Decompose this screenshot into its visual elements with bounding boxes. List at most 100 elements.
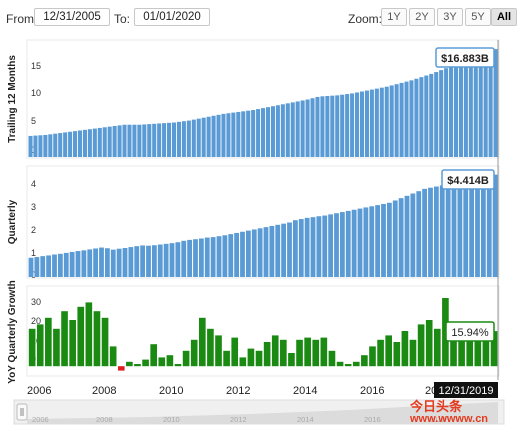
- bar[interactable]: [132, 124, 137, 157]
- bar[interactable]: [152, 123, 157, 157]
- bar[interactable]: [458, 337, 465, 367]
- bar[interactable]: [216, 236, 222, 277]
- bar[interactable]: [142, 124, 147, 157]
- bar[interactable]: [419, 77, 424, 157]
- bar[interactable]: [166, 355, 174, 367]
- bar[interactable]: [187, 239, 193, 277]
- bar[interactable]: [85, 302, 93, 367]
- bar[interactable]: [99, 247, 104, 277]
- bar[interactable]: [352, 361, 360, 367]
- bar[interactable]: [157, 123, 162, 157]
- bar[interactable]: [68, 131, 73, 157]
- bar[interactable]: [424, 75, 429, 157]
- bar[interactable]: [288, 353, 295, 367]
- bar[interactable]: [422, 188, 428, 277]
- bar[interactable]: [110, 249, 116, 277]
- bar[interactable]: [409, 339, 417, 367]
- bar[interactable]: [167, 122, 172, 157]
- bar[interactable]: [245, 230, 251, 277]
- bar[interactable]: [28, 328, 36, 367]
- bar[interactable]: [433, 328, 441, 367]
- bar[interactable]: [350, 93, 355, 157]
- bar[interactable]: [38, 135, 43, 157]
- bar[interactable]: [117, 125, 122, 158]
- bar[interactable]: [69, 320, 76, 367]
- bar[interactable]: [269, 225, 275, 277]
- bar[interactable]: [102, 127, 107, 157]
- bar[interactable]: [182, 350, 190, 367]
- bar[interactable]: [292, 220, 298, 277]
- bar[interactable]: [290, 102, 295, 158]
- bar[interactable]: [34, 257, 40, 277]
- bar[interactable]: [223, 350, 230, 367]
- bar[interactable]: [488, 50, 493, 157]
- zoom-1y-button[interactable]: 1Y: [381, 8, 407, 26]
- bar[interactable]: [433, 186, 439, 277]
- bar[interactable]: [463, 60, 468, 157]
- bar[interactable]: [77, 130, 83, 157]
- bar[interactable]: [53, 133, 58, 157]
- bar[interactable]: [257, 228, 263, 277]
- bar[interactable]: [53, 328, 60, 367]
- bar[interactable]: [236, 111, 241, 157]
- bar[interactable]: [147, 124, 152, 157]
- bar[interactable]: [330, 95, 335, 157]
- bar[interactable]: [211, 115, 216, 157]
- bar[interactable]: [87, 249, 93, 277]
- zoom-5y-button[interactable]: 5Y: [465, 8, 491, 26]
- bar[interactable]: [457, 181, 463, 277]
- bar[interactable]: [490, 331, 498, 367]
- bar[interactable]: [475, 178, 480, 277]
- bar[interactable]: [137, 124, 142, 157]
- bar[interactable]: [453, 64, 459, 157]
- bar[interactable]: [52, 254, 57, 278]
- bar[interactable]: [363, 207, 369, 277]
- bar[interactable]: [215, 335, 222, 367]
- bar[interactable]: [410, 193, 416, 277]
- bar[interactable]: [261, 108, 266, 158]
- bar[interactable]: [270, 106, 275, 157]
- bar[interactable]: [122, 248, 128, 277]
- bar[interactable]: [316, 216, 322, 277]
- bar[interactable]: [92, 128, 97, 157]
- bar[interactable]: [312, 339, 320, 367]
- bar[interactable]: [275, 105, 280, 157]
- bar[interactable]: [404, 81, 409, 157]
- bar[interactable]: [344, 364, 352, 367]
- bar[interactable]: [345, 94, 350, 157]
- bar[interactable]: [241, 111, 246, 157]
- bar[interactable]: [389, 85, 394, 157]
- bar[interactable]: [82, 129, 87, 157]
- bar[interactable]: [206, 116, 211, 157]
- bar[interactable]: [201, 117, 206, 157]
- bar[interactable]: [116, 248, 122, 277]
- bar[interactable]: [414, 78, 419, 157]
- bar[interactable]: [473, 56, 478, 157]
- bar[interactable]: [280, 104, 285, 157]
- bar[interactable]: [320, 96, 325, 157]
- bar[interactable]: [393, 342, 401, 367]
- bar[interactable]: [398, 198, 404, 277]
- bar[interactable]: [298, 219, 304, 277]
- bar[interactable]: [361, 355, 368, 367]
- bar[interactable]: [163, 243, 169, 277]
- bar[interactable]: [417, 324, 425, 367]
- bar[interactable]: [386, 202, 392, 277]
- bar[interactable]: [428, 187, 433, 277]
- bar[interactable]: [75, 251, 81, 277]
- bar[interactable]: [401, 331, 409, 367]
- bar[interactable]: [416, 191, 422, 277]
- bar[interactable]: [28, 135, 33, 157]
- bar[interactable]: [181, 240, 187, 277]
- bar[interactable]: [384, 86, 389, 157]
- bar[interactable]: [275, 224, 281, 277]
- bar[interactable]: [134, 364, 141, 367]
- bar[interactable]: [374, 88, 379, 157]
- bar[interactable]: [190, 339, 198, 367]
- bar[interactable]: [169, 243, 175, 277]
- bar[interactable]: [162, 123, 167, 157]
- bar[interactable]: [295, 101, 300, 157]
- bar[interactable]: [483, 52, 488, 157]
- bar[interactable]: [281, 223, 287, 277]
- bar[interactable]: [364, 90, 369, 157]
